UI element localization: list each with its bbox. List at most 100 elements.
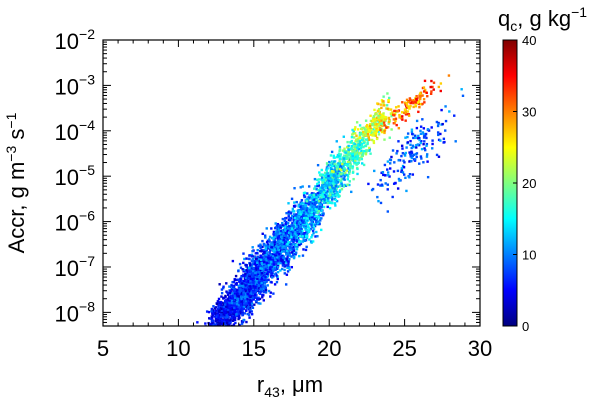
- scatter-point: [243, 277, 247, 281]
- scatter-point: [388, 175, 391, 178]
- scatter-point: [379, 201, 383, 205]
- scatter-point: [296, 226, 300, 229]
- scatter-point: [223, 303, 227, 306]
- scatter-point: [377, 133, 381, 136]
- scatter-point: [249, 303, 252, 307]
- scatter-point: [397, 126, 401, 130]
- scatter-point: [327, 164, 330, 167]
- scatter-point: [342, 135, 345, 138]
- scatter-point: [287, 240, 290, 244]
- scatter-point: [297, 220, 300, 223]
- scatter-point: [367, 182, 370, 186]
- scatter-point: [215, 328, 217, 330]
- scatter-point: [306, 217, 309, 220]
- scatter-point: [308, 222, 312, 226]
- scatter-point: [248, 306, 252, 309]
- scatter-point: [247, 273, 251, 277]
- scatter-point: [311, 234, 314, 237]
- scatter-point: [217, 316, 220, 319]
- scatter-point: [300, 219, 304, 222]
- scatter-point: [319, 194, 322, 197]
- scatter-point: [352, 177, 355, 181]
- scatter-point: [303, 191, 307, 195]
- colorbar-tick-label: 20: [522, 176, 536, 191]
- scatter-point: [219, 330, 221, 332]
- scatter-point: [242, 252, 245, 255]
- scatter-point: [299, 242, 303, 246]
- scatter-point: [315, 198, 318, 202]
- scatter-point: [262, 250, 266, 254]
- scatter-point: [313, 177, 317, 181]
- scatter-point: [222, 313, 225, 317]
- scatter-point: [406, 135, 409, 139]
- scatter-point: [285, 273, 289, 276]
- scatter-point: [382, 112, 385, 115]
- scatter-point: [230, 299, 234, 303]
- scatter-point: [259, 262, 262, 266]
- scatter-point: [377, 120, 380, 123]
- scatter-point: [282, 248, 286, 251]
- scatter-point: [217, 303, 221, 306]
- plot-frame: [102, 39, 481, 327]
- scatter-point: [336, 176, 339, 180]
- scatter-point: [423, 147, 426, 150]
- scatter-point: [239, 278, 243, 281]
- scatter-point: [330, 150, 334, 154]
- scatter-point: [231, 285, 235, 289]
- scatter-point: [273, 261, 277, 265]
- scatter-point: [259, 246, 262, 250]
- scatter-point: [319, 203, 322, 206]
- scatter-point: [245, 281, 249, 284]
- scatter-point: [264, 268, 268, 272]
- scatter-point: [275, 252, 278, 256]
- scatter-point: [265, 248, 268, 252]
- scatter-point: [275, 274, 278, 277]
- scatter-point: [365, 150, 368, 154]
- scatter-point: [389, 112, 393, 115]
- scatter-point: [374, 132, 378, 135]
- scatter-point: [383, 129, 386, 133]
- scatter-point: [431, 139, 434, 142]
- scatter-point: [430, 79, 433, 83]
- scatter-point: [212, 334, 214, 336]
- scatter-point: [290, 235, 293, 239]
- scatter-point: [267, 264, 270, 267]
- scatter-point: [311, 196, 314, 200]
- scatter-point: [431, 85, 434, 89]
- scatter-point: [341, 149, 345, 152]
- scatter-point: [244, 289, 248, 293]
- scatter-point: [239, 266, 243, 269]
- scatter-point: [394, 181, 397, 185]
- scatter-point: [387, 116, 391, 120]
- scatter-point: [380, 116, 384, 119]
- scatter-point: [253, 303, 256, 306]
- scatter-point: [241, 290, 245, 293]
- scatter-point: [281, 246, 284, 249]
- scatter-point: [210, 332, 212, 334]
- scatter-point: [405, 189, 408, 193]
- scatter-point: [281, 241, 284, 244]
- scatter-point: [284, 243, 288, 247]
- scatter-point: [334, 198, 338, 202]
- scatter-point: [365, 138, 368, 141]
- scatter-point: [197, 337, 199, 339]
- scatter-point: [253, 267, 257, 270]
- scatter-point: [272, 249, 275, 253]
- scatter-point: [265, 253, 268, 257]
- scatter-point: [281, 264, 285, 267]
- scatter-point: [374, 121, 377, 124]
- scatter-point: [250, 313, 254, 316]
- scatter-point: [421, 118, 424, 121]
- scatter-point: [284, 229, 287, 232]
- scatter-point: [264, 288, 268, 292]
- scatter-point: [280, 229, 283, 233]
- scatter-point: [290, 214, 294, 218]
- scatter-point: [346, 178, 349, 181]
- scatter-point: [239, 289, 242, 293]
- scatter-point: [268, 240, 271, 243]
- scatter-point: [231, 259, 235, 263]
- scatter-point: [211, 331, 213, 333]
- scatter-point: [283, 272, 286, 275]
- scatter-point: [239, 283, 242, 286]
- scatter-point: [274, 235, 277, 239]
